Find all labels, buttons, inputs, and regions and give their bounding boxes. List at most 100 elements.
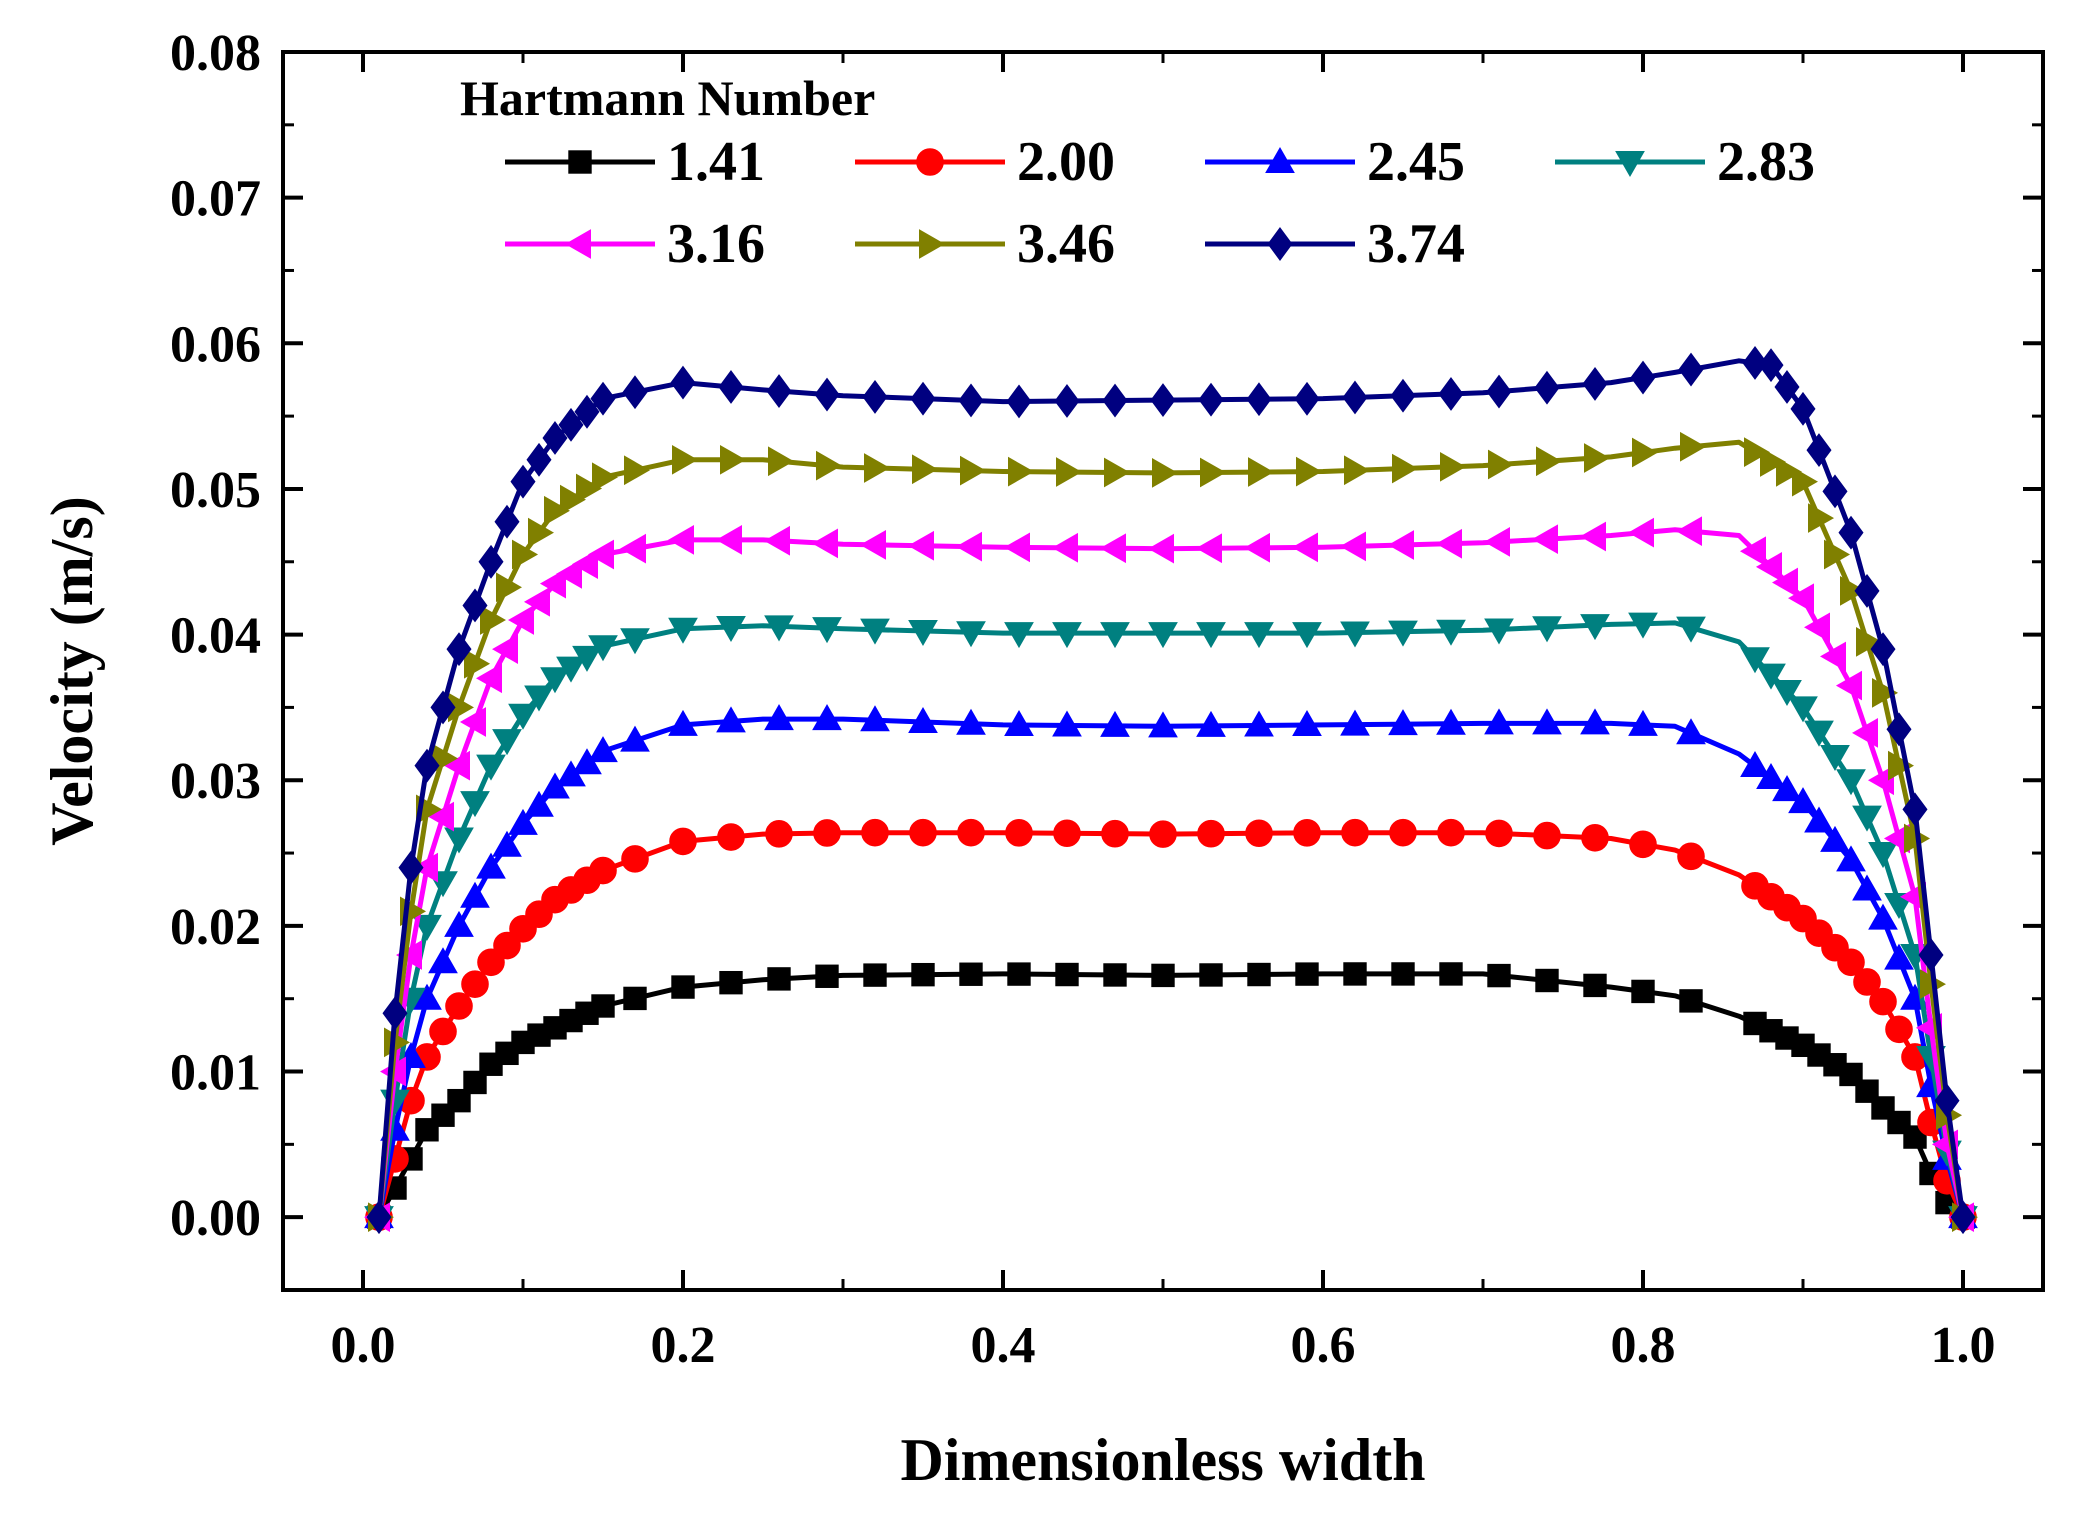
y-tick-label: 0.03 <box>170 753 261 810</box>
data-point <box>1149 820 1177 848</box>
data-point <box>1099 533 1126 564</box>
data-point <box>1436 708 1466 735</box>
data-point <box>1484 708 1514 735</box>
data-point <box>1870 632 1896 667</box>
data-point <box>1950 1200 1976 1235</box>
legend-marker <box>1615 151 1645 178</box>
data-point <box>1532 708 1562 735</box>
data-point <box>572 645 602 672</box>
data-point <box>960 455 987 486</box>
data-point <box>814 377 840 412</box>
legend-label: 3.74 <box>1367 213 1465 275</box>
data-point <box>1755 552 1782 582</box>
data-point <box>1344 455 1371 486</box>
data-point <box>671 975 695 999</box>
data-point <box>1836 845 1866 872</box>
data-point <box>1007 962 1031 986</box>
data-point <box>1343 962 1367 986</box>
legend-marker <box>916 148 944 176</box>
data-point <box>1341 818 1369 847</box>
data-point <box>395 940 422 970</box>
x-tick-label: 0.6 <box>1291 1317 1356 1374</box>
legend-item-1.41: 1.41 <box>505 131 765 193</box>
data-point <box>862 379 888 414</box>
series-line <box>376 830 1966 1219</box>
data-point <box>1629 830 1657 859</box>
data-point <box>1340 709 1370 736</box>
data-point <box>908 619 938 646</box>
data-point <box>462 588 488 623</box>
data-point <box>864 453 891 483</box>
legend-item-2.45: 2.45 <box>1205 131 1465 193</box>
legend-title: Hartmann Number <box>460 70 875 126</box>
data-point <box>589 856 617 885</box>
data-point <box>1867 765 1894 796</box>
data-point <box>1296 456 1323 487</box>
y-tick-label: 0.00 <box>170 1190 261 1247</box>
data-point <box>430 690 456 725</box>
data-point <box>1052 622 1082 649</box>
data-point <box>1788 787 1818 814</box>
data-point <box>1391 962 1415 986</box>
data-point <box>1679 989 1703 1013</box>
data-point <box>912 454 939 485</box>
data-point <box>1198 382 1224 417</box>
data-point <box>1853 968 1881 996</box>
data-point <box>1888 750 1915 781</box>
data-point <box>1772 775 1802 802</box>
data-point <box>765 820 793 848</box>
data-point <box>1854 573 1880 608</box>
data-point <box>1836 769 1866 796</box>
data-point <box>526 442 552 477</box>
data-point <box>1583 973 1607 998</box>
data-point <box>1630 360 1656 395</box>
data-point <box>1820 744 1850 771</box>
data-point <box>1756 763 1786 790</box>
data-point <box>1851 718 1878 748</box>
data-point <box>1584 443 1611 473</box>
data-point <box>1771 567 1798 598</box>
data-point <box>510 464 536 499</box>
legend-marker <box>919 229 946 259</box>
x-axis-title: Dimensionless width <box>900 1427 1425 1493</box>
data-point <box>539 568 566 599</box>
data-point <box>1824 539 1851 570</box>
y-tick-label: 0.05 <box>170 462 261 519</box>
data-point <box>815 964 839 988</box>
data-point <box>576 473 603 504</box>
data-point <box>1837 948 1865 977</box>
data-point <box>1579 521 1606 552</box>
data-point <box>716 616 746 643</box>
data-point <box>1534 370 1560 405</box>
legend-item-2.00: 2.00 <box>855 131 1115 193</box>
data-point <box>571 549 598 580</box>
data-point <box>624 455 651 486</box>
y-tick-label: 0.07 <box>170 171 261 228</box>
data-point <box>574 394 600 429</box>
data-point <box>1739 536 1766 567</box>
data-point <box>1804 720 1834 747</box>
data-point <box>619 533 646 564</box>
data-point <box>1438 377 1464 411</box>
series-3.16 <box>363 516 1974 1233</box>
x-tick-label: 1.0 <box>1931 1317 1996 1374</box>
data-point <box>528 517 555 548</box>
legend-label: 3.46 <box>1017 213 1115 275</box>
data-point <box>480 605 507 635</box>
data-point <box>1808 503 1835 533</box>
data-point <box>542 421 568 455</box>
data-point <box>1244 622 1274 649</box>
data-point <box>1856 627 1883 657</box>
data-point <box>1199 963 1223 987</box>
data-point <box>558 407 584 442</box>
data-point <box>861 818 889 847</box>
data-point <box>476 852 506 879</box>
data-point <box>1103 963 1127 987</box>
data-point <box>1535 968 1559 993</box>
data-point <box>463 1070 487 1095</box>
data-point <box>620 628 650 655</box>
data-point <box>620 725 650 752</box>
data-point <box>1483 527 1510 557</box>
x-tick-label: 0.2 <box>651 1317 716 1374</box>
data-point <box>1776 456 1803 487</box>
